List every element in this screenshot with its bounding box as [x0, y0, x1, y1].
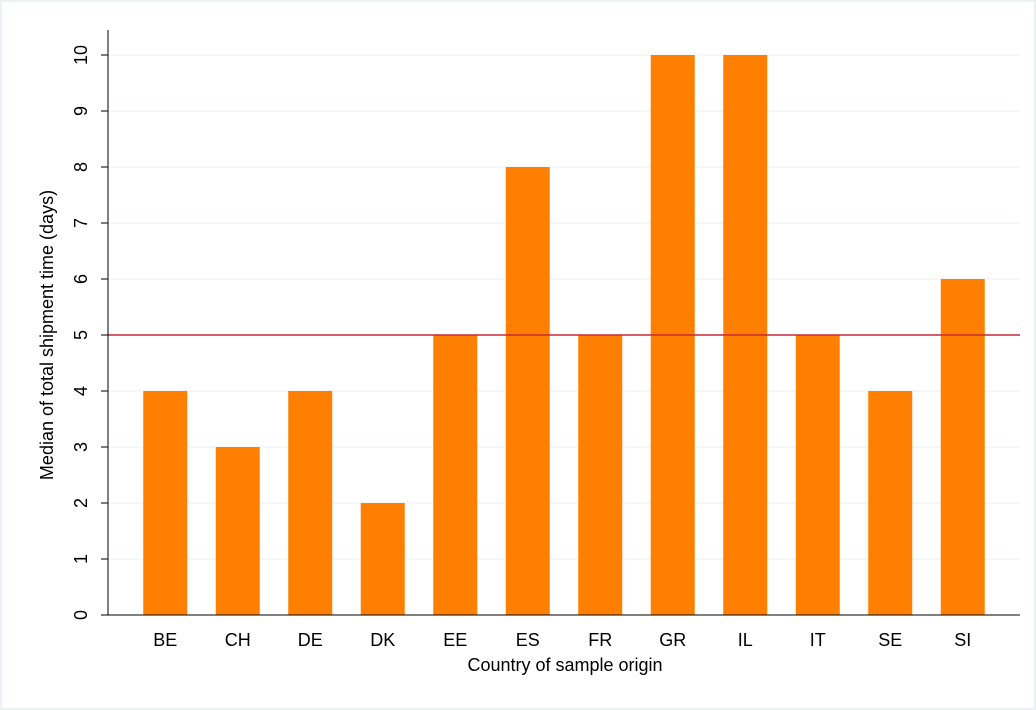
bar: [143, 391, 188, 615]
bar: [505, 167, 550, 615]
x-tick-label: IT: [810, 630, 826, 650]
y-tick-label: 6: [71, 274, 91, 284]
y-tick-label: 4: [71, 386, 91, 396]
x-tick-label: FR: [588, 630, 612, 650]
x-tick-label: SI: [954, 630, 971, 650]
y-tick-label: 1: [71, 554, 91, 564]
y-tick-label: 3: [71, 442, 91, 452]
y-tick-label: 8: [71, 162, 91, 172]
x-tick-label: IL: [738, 630, 753, 650]
bar: [868, 391, 913, 615]
x-tick-label: DE: [298, 630, 323, 650]
x-tick-label: BE: [153, 630, 177, 650]
y-tick-label: 10: [71, 45, 91, 65]
bar: [940, 279, 985, 615]
bar: [578, 335, 623, 615]
x-tick-label: DK: [370, 630, 395, 650]
y-tick-label: 5: [71, 330, 91, 340]
bar: [288, 391, 333, 615]
bar: [433, 335, 478, 615]
y-tick-label: 0: [71, 610, 91, 620]
x-tick-label: GR: [659, 630, 686, 650]
bar: [215, 447, 260, 615]
bar: [360, 503, 405, 615]
y-tick-label: 9: [71, 106, 91, 116]
y-tick-label: 7: [71, 218, 91, 228]
bar: [795, 335, 840, 615]
y-tick-label: 2: [71, 498, 91, 508]
x-tick-label: ES: [516, 630, 540, 650]
x-tick-label: CH: [225, 630, 251, 650]
x-tick-label: EE: [443, 630, 467, 650]
x-tick-label: SE: [878, 630, 902, 650]
x-axis-title: Country of sample origin: [467, 655, 662, 675]
y-axis-title: Median of total shipment time (days): [37, 190, 57, 480]
